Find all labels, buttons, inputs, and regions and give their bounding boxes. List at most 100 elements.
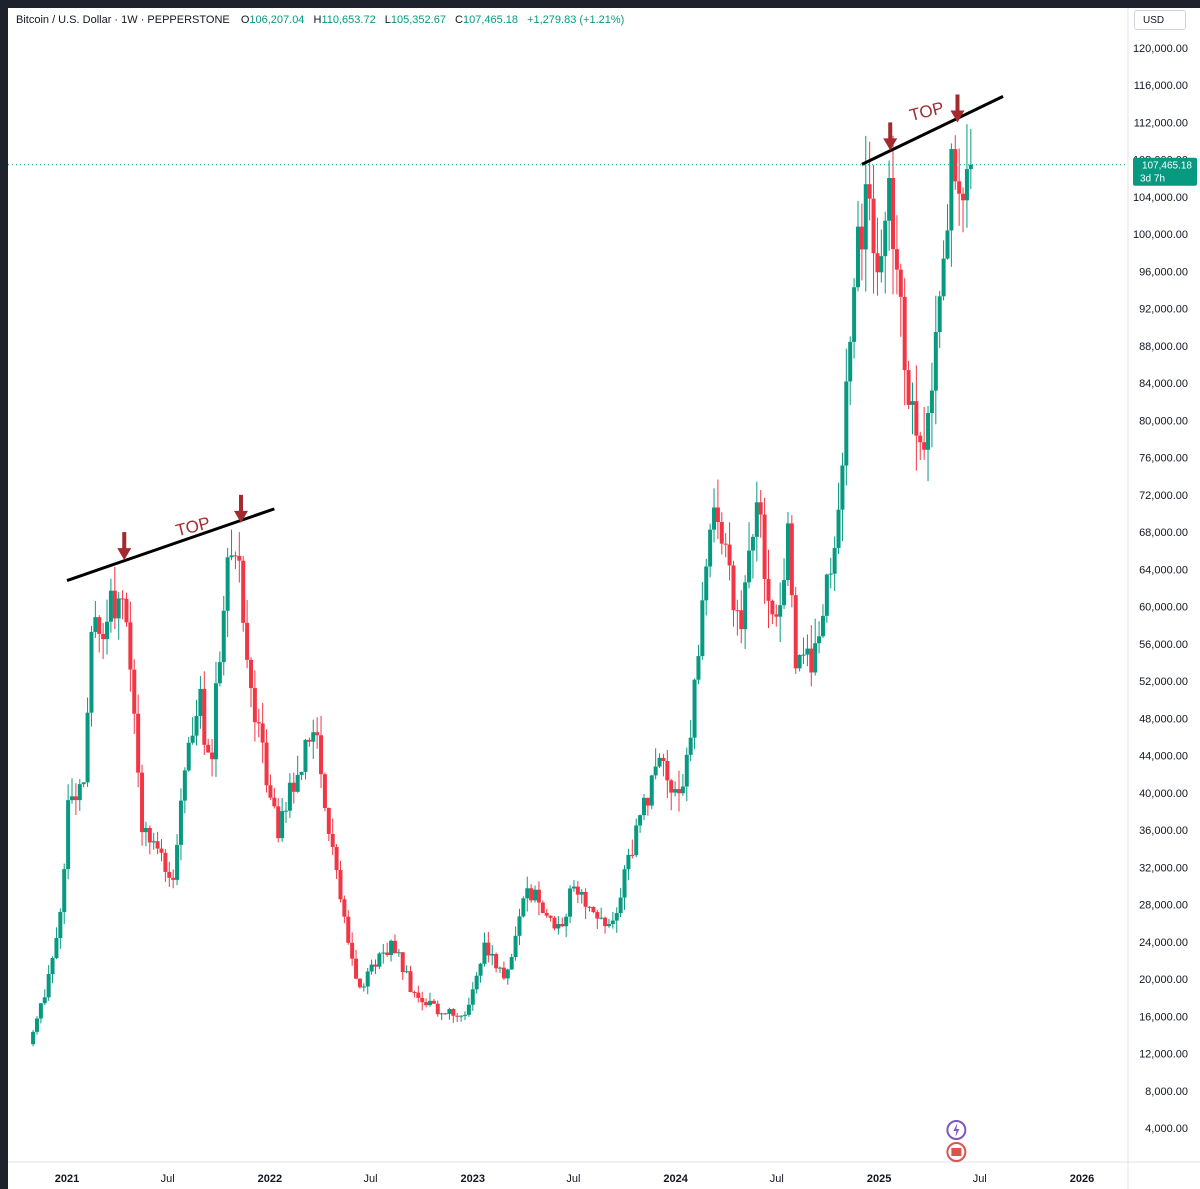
price-axis: 4,000.00 8,000.00 12,000.00 16,000.00 20,000… xyxy=(1133,43,1188,1135)
close-label: C xyxy=(455,14,463,26)
candle-down xyxy=(957,181,962,194)
price-tick-label: 28,000.00 xyxy=(1139,900,1188,912)
candle-down xyxy=(719,522,724,544)
candle-up xyxy=(50,958,55,975)
candle-down xyxy=(248,659,253,689)
candle-up xyxy=(618,897,623,914)
candle-up xyxy=(478,963,483,976)
top-annotation-label: TOP xyxy=(908,98,946,125)
last-price-tag: 107,465.18 3d 7h xyxy=(1133,157,1197,186)
candle-up xyxy=(801,654,806,656)
candle-up xyxy=(490,954,495,956)
candle-up xyxy=(182,770,187,801)
candle-down xyxy=(793,595,798,669)
candle-down xyxy=(385,952,390,955)
candle-up xyxy=(824,574,829,616)
candle-up xyxy=(571,886,576,889)
open-label: O xyxy=(240,14,250,26)
candle-down xyxy=(140,772,145,833)
candle-up xyxy=(70,796,75,801)
candle-up xyxy=(517,916,522,936)
candle-up xyxy=(599,917,604,919)
left-toolbar-strip xyxy=(0,8,8,1189)
candle-down xyxy=(914,401,919,436)
symbol-title[interactable]: Bitcoin / U.S. Dollar · 1W · PEPPERSTONE xyxy=(16,14,230,26)
candle-down xyxy=(350,942,355,959)
candle-down xyxy=(73,796,78,801)
high-value: 110,653.72 xyxy=(321,14,376,26)
price-tick-label: 48,000.00 xyxy=(1139,713,1188,725)
candle-up xyxy=(750,536,755,551)
candle-up xyxy=(606,924,611,927)
candle-up xyxy=(622,869,627,898)
candle-down xyxy=(540,902,545,913)
time-tick-label: Jul xyxy=(973,1173,987,1185)
candle-down xyxy=(206,744,211,753)
candle-down xyxy=(97,617,102,634)
candle-down xyxy=(859,226,864,250)
candle-up xyxy=(782,580,787,606)
price-tick-label: 32,000.00 xyxy=(1139,862,1188,874)
candle-up xyxy=(797,655,802,669)
candle-down xyxy=(501,967,506,979)
candle-down xyxy=(136,713,141,773)
candle-up xyxy=(108,590,113,622)
candle-up xyxy=(311,732,316,742)
candle-down xyxy=(762,514,767,579)
candle-up xyxy=(447,1009,452,1014)
candle-up xyxy=(381,952,386,954)
candle-up xyxy=(470,989,475,1005)
candle-down xyxy=(961,193,966,201)
candle-down xyxy=(167,871,172,878)
down-arrow-head-icon xyxy=(950,110,965,123)
candle-up xyxy=(151,841,156,843)
price-tick-label: 88,000.00 xyxy=(1139,341,1188,353)
trendline xyxy=(66,507,275,582)
candle-up xyxy=(937,296,942,333)
candle-down xyxy=(867,184,872,199)
candle-down xyxy=(435,1003,440,1015)
candle-up xyxy=(657,757,662,767)
candle-up xyxy=(462,1014,467,1016)
price-tick-label: 56,000.00 xyxy=(1139,639,1188,651)
lightning-bolt-icon xyxy=(953,1123,960,1137)
candle-up xyxy=(42,997,47,1004)
candle-down xyxy=(412,992,417,994)
candle-up xyxy=(93,617,98,632)
candle-down xyxy=(431,1000,436,1004)
candle-down xyxy=(630,854,635,856)
candle-up xyxy=(89,631,94,713)
price-tick-label: 12,000.00 xyxy=(1139,1049,1188,1061)
candle-up xyxy=(299,771,304,775)
candle-up xyxy=(832,548,837,574)
candle-up xyxy=(116,598,121,619)
candle-down xyxy=(715,507,720,523)
candle-up xyxy=(817,636,822,644)
open-value: 106,207.04 xyxy=(249,14,305,26)
candle-down xyxy=(583,891,588,907)
candle-up xyxy=(190,735,195,743)
candle-down xyxy=(408,971,413,993)
candle-up xyxy=(883,220,888,257)
candle-up xyxy=(836,509,841,549)
candle-up xyxy=(377,953,382,967)
candle-down xyxy=(392,940,397,954)
candle-up xyxy=(303,739,308,772)
currency-selector[interactable]: USD xyxy=(1134,10,1186,30)
candle-down xyxy=(587,906,592,908)
price-tick-label: 4,000.00 xyxy=(1145,1123,1188,1135)
candle-down xyxy=(871,198,876,254)
candle-down xyxy=(727,544,732,566)
time-axis: 2021 Jul 2022 Jul 2023 Jul 2024 Jul 2025 Jul 2026 xyxy=(55,1173,1094,1185)
candle-up xyxy=(533,889,538,901)
candle-down xyxy=(120,598,125,600)
candle-up xyxy=(213,683,218,760)
candle-up xyxy=(62,869,67,912)
candle-down xyxy=(210,752,215,760)
candle-down xyxy=(202,688,207,745)
candle-up xyxy=(498,967,503,969)
candle-up xyxy=(964,169,969,201)
candle-up xyxy=(143,827,148,833)
candle-down xyxy=(789,523,794,596)
